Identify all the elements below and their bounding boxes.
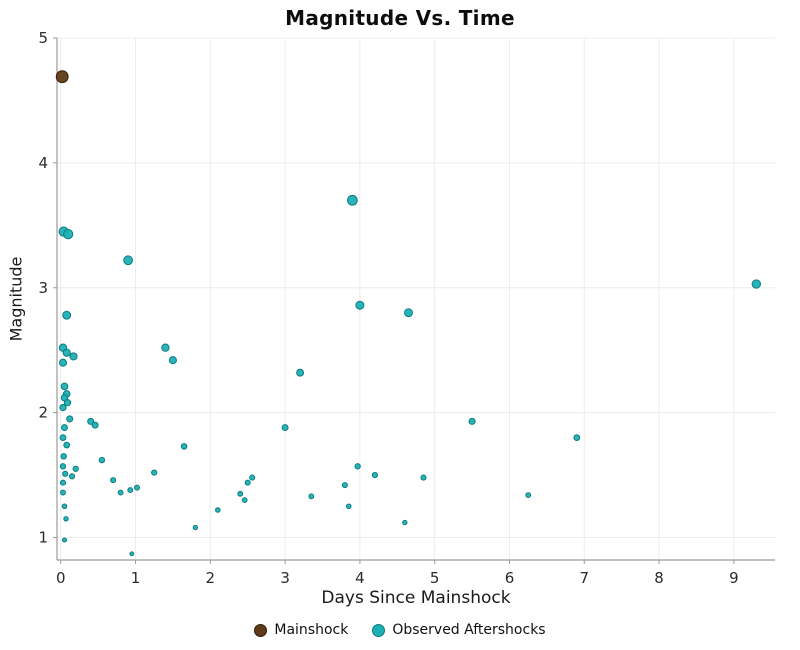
legend: Mainshock Observed Aftershocks	[0, 622, 800, 638]
observed-aftershocks-point	[62, 348, 71, 357]
observed-aftershocks-point	[87, 417, 95, 425]
observed-aftershocks-point	[402, 519, 408, 526]
observed-aftershocks-point	[63, 229, 74, 240]
observed-aftershocks-point	[63, 441, 71, 449]
observed-aftershocks-point	[59, 403, 67, 412]
mainshock-marker-icon	[254, 623, 268, 637]
observed-aftershocks-point	[91, 421, 99, 429]
observed-aftershocks-point	[61, 537, 68, 543]
x-tick-label: 3	[280, 569, 290, 587]
observed-aftershocks-point	[237, 490, 244, 497]
observed-aftershocks-point	[168, 356, 177, 365]
observed-aftershocks-point	[117, 489, 124, 496]
observed-aftershocks-point	[110, 477, 117, 484]
observed-aftershocks-point	[215, 507, 221, 513]
legend-label-aftershocks: Observed Aftershocks	[392, 622, 546, 638]
x-tick-label: 5	[430, 569, 440, 587]
observed-aftershocks-point	[63, 399, 72, 407]
observed-aftershocks-point	[68, 473, 76, 480]
x-tick-label: 2	[206, 569, 216, 587]
plot-area: 0 1 2 3 4 5 6 7 8 9 1 2 3 4 5	[38, 29, 775, 587]
observed-aftershocks-point	[62, 310, 72, 320]
x-tick-label: 0	[56, 569, 66, 587]
y-tick-label: 4	[38, 154, 48, 172]
observed-aftershocks-point	[127, 487, 134, 494]
y-tick-label: 1	[38, 529, 48, 547]
x-tick-label: 1	[131, 569, 141, 587]
observed-aftershocks-point	[281, 424, 289, 432]
observed-aftershocks-point	[355, 300, 365, 310]
observed-aftershocks-point	[69, 352, 78, 361]
x-tick-label: 4	[355, 569, 365, 587]
y-tick-label: 5	[38, 29, 48, 47]
observed-aftershocks-point	[345, 503, 352, 510]
observed-aftershocks-point	[59, 479, 67, 486]
observed-aftershocks-point	[244, 479, 251, 486]
observed-aftershocks-point	[134, 484, 140, 491]
observed-aftershocks-point	[151, 469, 158, 476]
observed-aftershocks-point	[573, 434, 581, 441]
observed-aftershocks-point	[241, 497, 248, 503]
aftershock-marker-icon	[372, 623, 386, 637]
observed-aftershocks-point	[308, 493, 315, 500]
y-axis-label: Magnitude	[6, 256, 26, 342]
x-axis-label: Days Since Mainshock	[321, 588, 511, 608]
x-tick-label: 8	[654, 569, 664, 587]
legend-label-mainshock: Mainshock	[274, 622, 349, 638]
observed-aftershocks-point	[192, 524, 199, 531]
observed-aftershocks-point	[296, 368, 305, 377]
observed-aftershocks-point	[60, 489, 66, 496]
observed-aftershocks-point	[420, 474, 427, 481]
observed-aftershocks-point	[72, 465, 79, 472]
x-tick-label: 6	[505, 569, 515, 587]
observed-aftershocks-point	[58, 358, 68, 367]
chart-title: Magnitude Vs. Time	[285, 6, 515, 30]
observed-aftershocks-point	[129, 551, 135, 557]
observed-aftershocks-point	[59, 434, 67, 441]
observed-aftershocks-point	[60, 382, 69, 391]
y-tick-label: 2	[38, 404, 48, 422]
observed-aftershocks-point	[180, 443, 188, 450]
observed-aftershocks-point	[61, 424, 68, 432]
x-tick-label: 7	[580, 569, 590, 587]
legend-item-aftershocks: Observed Aftershocks	[372, 622, 546, 638]
observed-aftershocks-point	[61, 503, 68, 510]
observed-aftershocks-point	[347, 194, 358, 206]
observed-aftershocks-point	[98, 456, 106, 464]
y-tick-label: 3	[38, 279, 48, 297]
observed-aftershocks-point	[341, 482, 348, 489]
observed-aftershocks-point	[59, 463, 67, 470]
observed-aftershocks-point	[371, 472, 378, 479]
mainshock-point	[55, 70, 69, 84]
observed-aftershocks-point	[751, 279, 761, 289]
observed-aftershocks-point	[161, 343, 170, 352]
observed-aftershocks-point	[62, 470, 69, 477]
x-tick-label: 9	[729, 569, 739, 587]
observed-aftershocks-point	[123, 255, 133, 266]
observed-aftershocks-point	[468, 417, 476, 425]
observed-aftershocks-point	[249, 474, 256, 481]
legend-item-mainshock: Mainshock	[254, 622, 348, 638]
observed-aftershocks-point	[63, 516, 69, 522]
observed-aftershocks-point	[60, 453, 67, 460]
observed-aftershocks-point	[525, 492, 532, 499]
observed-aftershocks-point	[404, 308, 413, 318]
observed-aftershocks-point	[66, 415, 74, 423]
observed-aftershocks-point	[354, 463, 361, 470]
